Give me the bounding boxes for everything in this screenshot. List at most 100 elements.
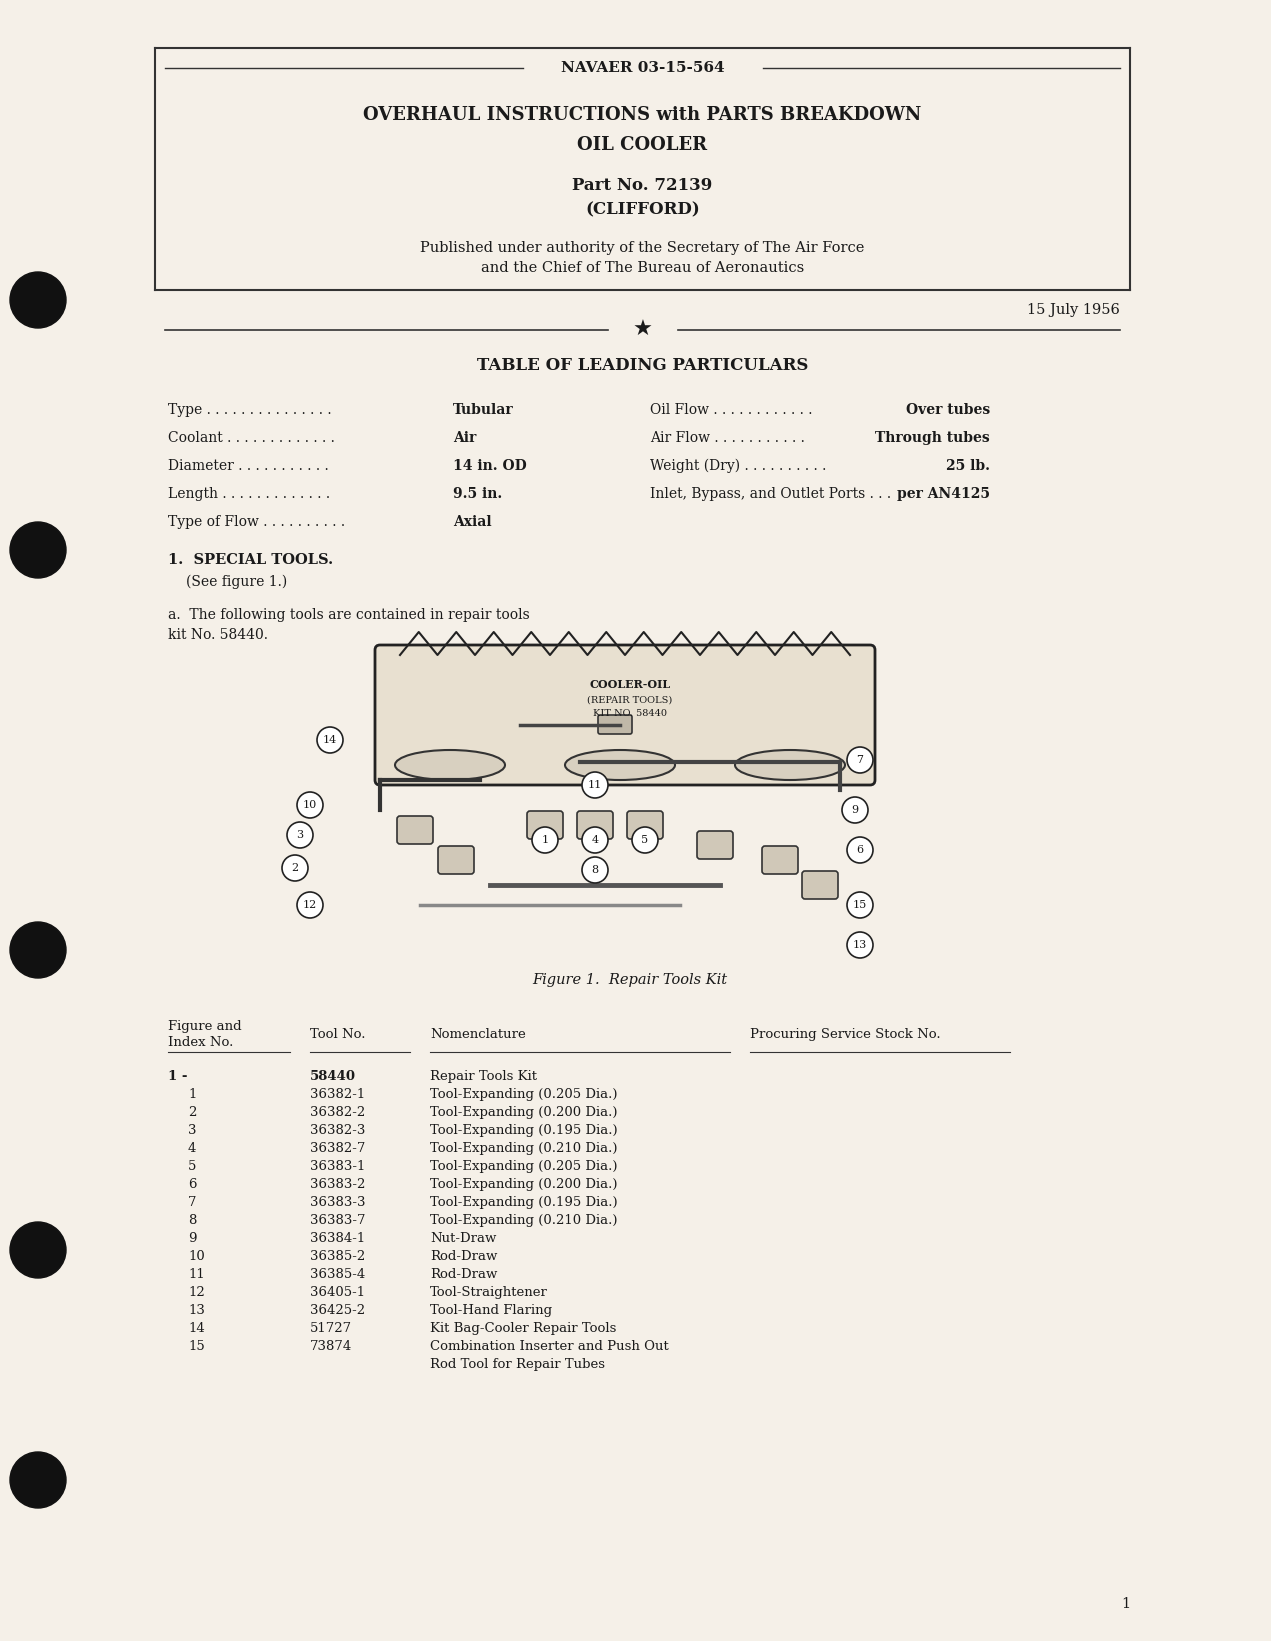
Circle shape	[282, 855, 308, 881]
Text: 36425-2: 36425-2	[310, 1305, 365, 1318]
Text: 3: 3	[296, 830, 304, 840]
Text: Rod Tool for Repair Tubes: Rod Tool for Repair Tubes	[430, 1359, 605, 1370]
Text: 5: 5	[642, 835, 648, 845]
Text: 2: 2	[188, 1106, 197, 1119]
Text: 11: 11	[188, 1268, 205, 1282]
Text: 4: 4	[591, 835, 599, 845]
Text: 8: 8	[591, 865, 599, 875]
Text: 36383-3: 36383-3	[310, 1196, 366, 1209]
Text: 36382-2: 36382-2	[310, 1106, 365, 1119]
Text: 6: 6	[188, 1178, 197, 1191]
Text: Axial: Axial	[452, 515, 492, 528]
Circle shape	[582, 827, 608, 853]
Text: TABLE OF LEADING PARTICULARS: TABLE OF LEADING PARTICULARS	[477, 356, 808, 374]
Text: Tool-Straightener: Tool-Straightener	[430, 1287, 548, 1300]
Text: Tool-Expanding (0.210 Dia.): Tool-Expanding (0.210 Dia.)	[430, 1142, 618, 1155]
FancyBboxPatch shape	[375, 645, 874, 784]
Text: COOLER-OIL: COOLER-OIL	[590, 679, 671, 691]
Circle shape	[533, 827, 558, 853]
FancyBboxPatch shape	[763, 847, 798, 875]
Text: 36383-2: 36383-2	[310, 1178, 365, 1191]
Circle shape	[841, 798, 868, 824]
Circle shape	[846, 932, 873, 958]
Text: Tool No.: Tool No.	[310, 1027, 366, 1040]
Text: Tubular: Tubular	[452, 404, 513, 417]
FancyBboxPatch shape	[397, 816, 433, 843]
Text: 73874: 73874	[310, 1341, 352, 1352]
Text: 15: 15	[853, 899, 867, 911]
Text: Procuring Service Stock No.: Procuring Service Stock No.	[750, 1027, 941, 1040]
Text: 6: 6	[857, 845, 863, 855]
Text: (See figure 1.): (See figure 1.)	[186, 574, 287, 589]
FancyBboxPatch shape	[627, 811, 663, 839]
Text: Tool-Expanding (0.195 Dia.): Tool-Expanding (0.195 Dia.)	[430, 1196, 618, 1209]
Text: ★: ★	[633, 320, 652, 340]
Text: 36383-1: 36383-1	[310, 1160, 365, 1173]
Text: 5: 5	[188, 1160, 197, 1173]
Text: Inlet, Bypass, and Outlet Ports . . .: Inlet, Bypass, and Outlet Ports . . .	[649, 487, 891, 501]
Text: 7: 7	[188, 1196, 197, 1209]
Text: 36384-1: 36384-1	[310, 1232, 365, 1246]
Text: Oil Flow . . . . . . . . . . . .: Oil Flow . . . . . . . . . . . .	[649, 404, 812, 417]
Text: 1: 1	[1121, 1597, 1130, 1611]
Text: 8: 8	[188, 1214, 197, 1227]
Text: Through tubes: Through tubes	[876, 432, 990, 445]
Text: 1: 1	[541, 835, 549, 845]
Circle shape	[10, 522, 66, 578]
Text: Repair Tools Kit: Repair Tools Kit	[430, 1070, 538, 1083]
Text: kit No. 58440.: kit No. 58440.	[168, 629, 268, 642]
Text: Tool-Expanding (0.210 Dia.): Tool-Expanding (0.210 Dia.)	[430, 1214, 618, 1227]
Text: and the Chief of The Bureau of Aeronautics: and the Chief of The Bureau of Aeronauti…	[480, 261, 805, 276]
Text: Air: Air	[452, 432, 477, 445]
Text: Nut-Draw: Nut-Draw	[430, 1232, 497, 1246]
Text: 13: 13	[188, 1305, 205, 1318]
FancyBboxPatch shape	[527, 811, 563, 839]
Circle shape	[287, 822, 313, 848]
Text: Kit Bag-Cooler Repair Tools: Kit Bag-Cooler Repair Tools	[430, 1323, 616, 1336]
Text: Weight (Dry) . . . . . . . . . .: Weight (Dry) . . . . . . . . . .	[649, 459, 826, 473]
Circle shape	[10, 1452, 66, 1508]
Text: 58440: 58440	[310, 1070, 356, 1083]
Text: Tool-Expanding (0.205 Dia.): Tool-Expanding (0.205 Dia.)	[430, 1160, 618, 1173]
Text: Diameter . . . . . . . . . . .: Diameter . . . . . . . . . . .	[168, 459, 329, 473]
Text: Length . . . . . . . . . . . . .: Length . . . . . . . . . . . . .	[168, 487, 330, 501]
FancyBboxPatch shape	[577, 811, 613, 839]
Text: Figure 1.  Repair Tools Kit: Figure 1. Repair Tools Kit	[533, 973, 727, 986]
Circle shape	[10, 922, 66, 978]
Text: 9: 9	[188, 1232, 197, 1246]
Circle shape	[846, 837, 873, 863]
Text: 9: 9	[852, 806, 859, 816]
FancyBboxPatch shape	[697, 830, 733, 858]
Text: 36382-7: 36382-7	[310, 1142, 365, 1155]
Text: 25 lb.: 25 lb.	[946, 459, 990, 473]
Ellipse shape	[735, 750, 845, 779]
Text: KIT NO. 58440: KIT NO. 58440	[594, 709, 667, 717]
Text: Over tubes: Over tubes	[906, 404, 990, 417]
Text: Figure and: Figure and	[168, 1021, 241, 1032]
Text: 36405-1: 36405-1	[310, 1287, 365, 1300]
Text: 1 -: 1 -	[168, 1070, 188, 1083]
Text: 11: 11	[588, 779, 602, 789]
Text: 12: 12	[188, 1287, 205, 1300]
Circle shape	[297, 893, 323, 917]
Text: Air Flow . . . . . . . . . . .: Air Flow . . . . . . . . . . .	[649, 432, 805, 445]
Text: (REPAIR TOOLS): (REPAIR TOOLS)	[587, 696, 672, 704]
Text: 14 in. OD: 14 in. OD	[452, 459, 526, 473]
Text: 36382-1: 36382-1	[310, 1088, 365, 1101]
Circle shape	[297, 793, 323, 817]
Text: Index No.: Index No.	[168, 1035, 234, 1049]
Text: 12: 12	[302, 899, 318, 911]
Text: Coolant . . . . . . . . . . . . .: Coolant . . . . . . . . . . . . .	[168, 432, 334, 445]
Text: (CLIFFORD): (CLIFFORD)	[585, 202, 700, 218]
Text: a.  The following tools are contained in repair tools: a. The following tools are contained in …	[168, 609, 530, 622]
Text: Type . . . . . . . . . . . . . . .: Type . . . . . . . . . . . . . . .	[168, 404, 332, 417]
Text: Tool-Expanding (0.195 Dia.): Tool-Expanding (0.195 Dia.)	[430, 1124, 618, 1137]
Text: 1: 1	[188, 1088, 197, 1101]
Text: 14: 14	[188, 1323, 205, 1336]
Text: 36382-3: 36382-3	[310, 1124, 365, 1137]
Text: Rod-Draw: Rod-Draw	[430, 1250, 497, 1264]
FancyBboxPatch shape	[438, 847, 474, 875]
FancyBboxPatch shape	[802, 871, 838, 899]
Circle shape	[10, 1223, 66, 1278]
Text: 10: 10	[188, 1250, 205, 1264]
